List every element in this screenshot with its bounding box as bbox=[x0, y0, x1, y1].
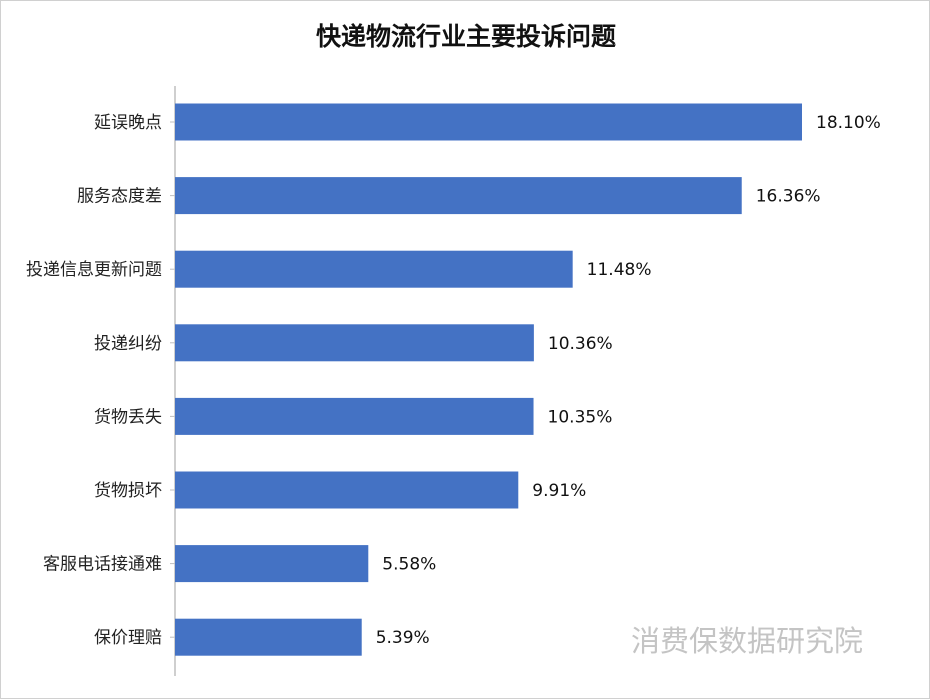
category-label: 延误晚点 bbox=[94, 113, 162, 133]
data-label: 10.35% bbox=[548, 407, 613, 427]
bar bbox=[175, 471, 519, 509]
category-label: 客服电话接通难 bbox=[43, 555, 162, 575]
chart-title: 快递物流行业主要投诉问题 bbox=[316, 22, 616, 51]
category-label: 货物损坏 bbox=[94, 481, 162, 501]
watermark-text: 消费保数据研究院 bbox=[631, 624, 863, 658]
bar bbox=[175, 103, 802, 141]
data-label: 18.10% bbox=[816, 113, 881, 133]
category-label: 投递纠纷 bbox=[94, 334, 162, 354]
data-label: 5.58% bbox=[382, 555, 436, 575]
bar bbox=[175, 545, 369, 583]
bar bbox=[175, 324, 534, 362]
category-label: 货物丢失 bbox=[94, 407, 162, 427]
category-label: 投递信息更新问题 bbox=[26, 260, 162, 280]
category-label: 服务态度差 bbox=[77, 187, 162, 207]
category-label: 保价理赔 bbox=[94, 628, 162, 648]
data-label: 16.36% bbox=[756, 187, 821, 207]
bar bbox=[175, 177, 742, 215]
data-label: 10.36% bbox=[548, 334, 613, 354]
bar bbox=[175, 618, 362, 656]
data-label: 5.39% bbox=[376, 628, 430, 648]
bar bbox=[175, 397, 534, 435]
data-label: 9.91% bbox=[532, 481, 586, 501]
bar bbox=[175, 250, 573, 288]
source-mark: 搜狐号@消费电子 bbox=[761, 670, 913, 693]
plot-area: 延误晚点 18.10% 服务态度差 16.36% 投递信息更新问题 11.48% 投递纠纷 1… bbox=[26, 86, 881, 676]
data-label: 11.48% bbox=[587, 260, 652, 280]
